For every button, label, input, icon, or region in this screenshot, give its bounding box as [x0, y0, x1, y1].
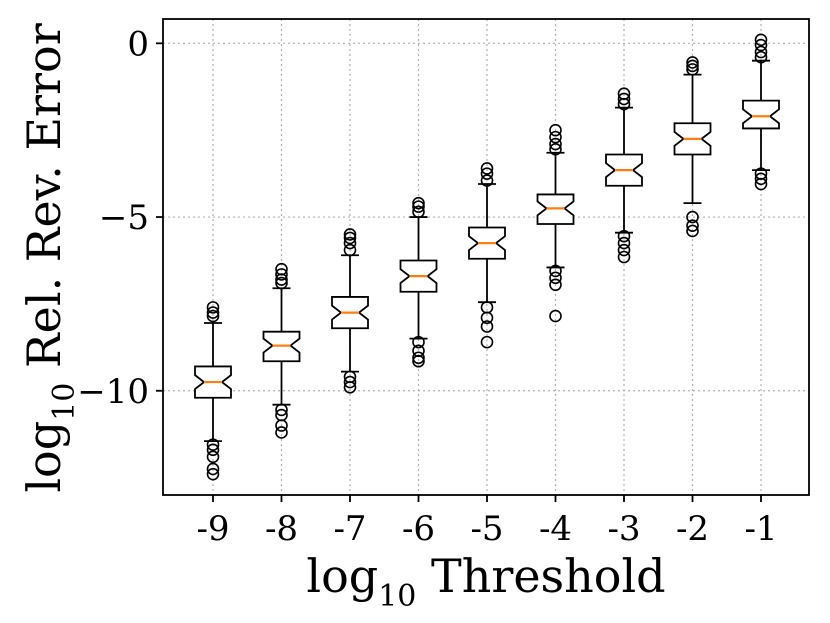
outlier-point — [480, 167, 494, 180]
outlier-point — [754, 50, 768, 64]
plot-frame — [162, 18, 810, 496]
box-group — [194, 301, 232, 481]
outlier-point — [549, 278, 562, 292]
box-group — [262, 262, 301, 439]
outlier-point — [549, 264, 562, 278]
outlier-point — [275, 276, 288, 290]
y-tick-label: 0 — [127, 24, 149, 64]
outlier-point — [206, 301, 220, 314]
y-tick-label: −10 — [77, 372, 149, 412]
box-group — [331, 228, 369, 394]
outlier-point — [617, 97, 631, 111]
outlier-point — [754, 33, 768, 47]
outlier-point — [549, 130, 562, 144]
outlier-point — [343, 236, 357, 250]
x-tick-label: -7 — [333, 509, 366, 549]
outlier-point — [754, 172, 768, 186]
x-axis-label-rest: Threshold — [416, 549, 665, 603]
outlier-point — [206, 462, 220, 476]
outlier-point — [343, 380, 357, 394]
outlier-point — [686, 210, 699, 224]
outlier-point — [343, 231, 357, 245]
outlier-point — [480, 174, 494, 187]
y-tick-layer: 0 −5 −10 — [77, 24, 163, 412]
x-tick-label: -2 — [676, 509, 709, 549]
outlier-point — [617, 250, 631, 264]
x-axis-label: log10 Threshold — [306, 549, 665, 614]
outlier-point — [343, 228, 357, 241]
outlier-point — [754, 45, 768, 59]
outlier-point — [412, 335, 425, 349]
x-tick-label: -4 — [539, 509, 572, 549]
outlier-point — [686, 224, 699, 238]
outlier-point — [754, 38, 768, 52]
box-layer — [194, 33, 780, 481]
y-tick-label: −5 — [99, 198, 149, 238]
y-axis-label-rest: Rel. Rev. Error — [17, 23, 71, 382]
outlier-point — [617, 229, 631, 243]
y-axis-label-main: log — [17, 421, 71, 493]
outlier-point — [275, 268, 288, 281]
outlier-point — [206, 443, 220, 457]
outlier-point — [617, 243, 631, 257]
outlier-point — [343, 243, 357, 257]
x-tick-layer: -9 -8 -7 -6 -5 -4 -3 -2 -1 — [196, 495, 778, 549]
outlier-point — [480, 335, 494, 349]
x-tick-label: -5 — [470, 509, 503, 549]
outlier-point — [275, 426, 288, 439]
outlier-point — [549, 142, 562, 156]
outlier-point — [686, 59, 699, 73]
outlier-point — [275, 403, 288, 417]
x-tick-label: -9 — [196, 509, 229, 549]
outlier-point — [412, 200, 425, 213]
outlier-point — [206, 306, 220, 319]
outlier-point — [754, 177, 768, 191]
outlier-point — [686, 56, 699, 69]
outlier-point — [549, 271, 562, 285]
outlier-point — [549, 309, 562, 323]
outlier-point — [686, 63, 699, 76]
box-group — [605, 87, 643, 264]
outlier-point — [686, 219, 699, 233]
outlier-point — [617, 92, 631, 106]
box-group — [536, 123, 575, 323]
box-group — [742, 33, 780, 191]
outlier-point — [412, 196, 425, 210]
x-axis-label-sub: 10 — [378, 579, 416, 614]
outlier-point — [412, 351, 425, 365]
box-group — [468, 162, 506, 349]
y-axis-label: log10 Rel. Rev. Error — [17, 23, 82, 492]
outlier-point — [480, 162, 494, 175]
outlier-point — [275, 273, 288, 286]
y-axis-label-sub: 10 — [47, 383, 82, 421]
outlier-point — [412, 354, 425, 368]
outlier-point — [549, 123, 562, 137]
outlier-point — [343, 375, 357, 389]
outlier-point — [480, 301, 494, 314]
x-tick-label: -6 — [402, 509, 435, 549]
x-tick-label: -3 — [607, 509, 640, 549]
outlier-point — [480, 311, 494, 325]
box-group — [399, 196, 438, 368]
box — [742, 99, 780, 130]
outlier-point — [617, 236, 631, 250]
box-group — [673, 56, 712, 238]
outlier-point — [480, 320, 494, 333]
outlier-point — [206, 467, 220, 481]
x-axis-label-main: log — [306, 549, 378, 603]
outlier-point — [275, 419, 288, 432]
outlier-point — [549, 137, 562, 151]
x-tick-label: -1 — [744, 509, 777, 549]
outlier-point — [412, 205, 425, 219]
outlier-point — [206, 438, 220, 451]
outlier-point — [206, 450, 220, 464]
x-tick-label: -8 — [265, 509, 298, 549]
outlier-point — [206, 309, 220, 323]
